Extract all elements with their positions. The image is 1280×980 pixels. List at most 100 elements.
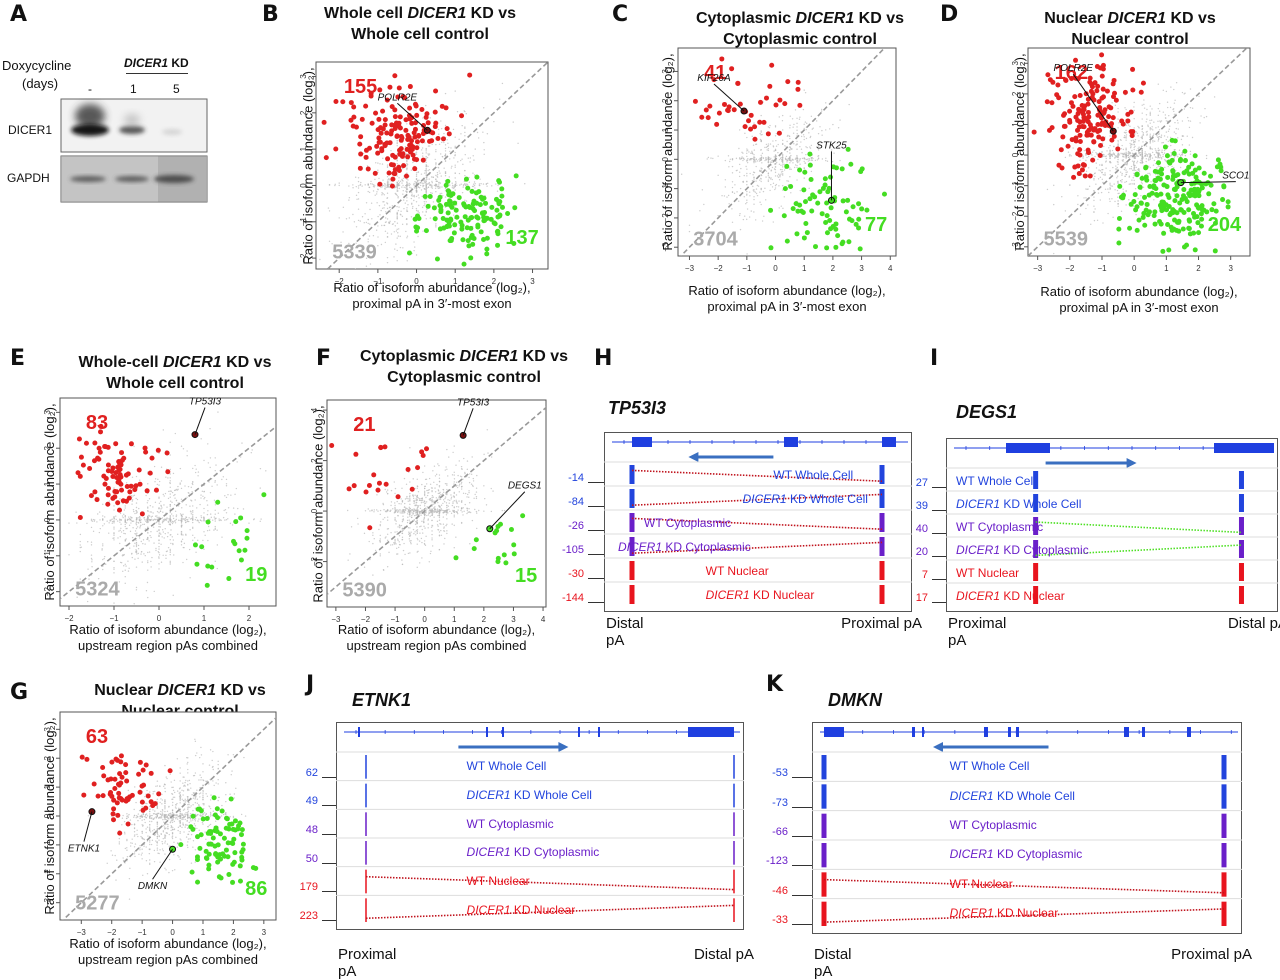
ns-point xyxy=(364,222,365,223)
down-point xyxy=(205,564,210,569)
ns-point xyxy=(469,482,470,483)
ns-point xyxy=(196,468,197,469)
ns-point xyxy=(760,171,761,172)
ns-point xyxy=(749,216,750,217)
title-line2: Cytoplasmic control xyxy=(723,31,877,48)
ns-point xyxy=(440,120,441,121)
ns-point xyxy=(125,518,126,519)
up-point xyxy=(1139,90,1144,95)
ns-point xyxy=(756,188,757,189)
up-point xyxy=(1088,174,1093,179)
ns-point xyxy=(743,182,744,183)
ns-point xyxy=(1187,117,1188,118)
ns-point xyxy=(162,555,163,556)
up-point xyxy=(1099,52,1104,57)
ns-point xyxy=(403,199,404,200)
down-count: 19 xyxy=(245,564,267,586)
ns-point xyxy=(1085,188,1086,189)
up-point xyxy=(693,99,698,104)
up-point xyxy=(1102,110,1107,115)
ns-point xyxy=(1096,154,1097,155)
ns-point xyxy=(203,460,204,461)
ns-point xyxy=(1177,137,1178,138)
title-line2: Cytoplasmic control xyxy=(387,369,541,386)
ns-point xyxy=(351,526,352,527)
ns-point xyxy=(142,543,143,544)
ns-point xyxy=(157,517,158,518)
ns-point xyxy=(130,531,131,532)
ns-point xyxy=(438,465,439,466)
ns-point xyxy=(113,539,114,540)
ns-point xyxy=(155,550,156,551)
ns-point xyxy=(766,147,767,148)
up-point xyxy=(419,107,424,112)
ns-point xyxy=(381,194,382,195)
ns-point xyxy=(192,522,193,523)
ns-point xyxy=(497,185,498,186)
ns-point xyxy=(435,151,436,152)
ns-point xyxy=(185,516,186,517)
ns-point xyxy=(1150,146,1151,147)
ns-point xyxy=(818,157,819,158)
down-point xyxy=(447,198,452,203)
ns-point xyxy=(397,213,398,214)
ns-point xyxy=(426,166,427,167)
ns-point xyxy=(398,206,399,207)
ns-point xyxy=(449,158,450,159)
ns-point xyxy=(1114,201,1115,202)
ns-point xyxy=(446,449,447,450)
up-point xyxy=(106,463,111,468)
down-point xyxy=(840,240,845,245)
ns-point xyxy=(768,181,769,182)
ns-point xyxy=(769,190,770,191)
ns-point xyxy=(1132,170,1133,171)
up-point xyxy=(388,132,393,137)
ns-point xyxy=(265,470,266,471)
up-point xyxy=(76,470,81,475)
ns-point xyxy=(1166,91,1167,92)
ns-point xyxy=(124,554,125,555)
up-point xyxy=(373,111,378,116)
ns-point xyxy=(454,500,455,501)
ns-point xyxy=(186,497,187,498)
down-point xyxy=(1140,176,1145,181)
panel-letter-f: F xyxy=(316,346,331,371)
ns-point xyxy=(208,462,209,463)
down-point xyxy=(1152,213,1157,218)
ns-count: 5339 xyxy=(332,242,377,264)
ns-point xyxy=(1174,131,1175,132)
ns-point xyxy=(1174,114,1175,115)
ns-point xyxy=(479,178,480,179)
ns-point xyxy=(416,174,417,175)
up-point xyxy=(1075,128,1080,133)
up-point xyxy=(1125,112,1130,117)
ns-point xyxy=(1079,160,1080,161)
ns-point xyxy=(377,245,378,246)
ns-point xyxy=(436,176,437,177)
ns-point xyxy=(122,571,123,572)
ns-point xyxy=(780,169,781,170)
ns-point xyxy=(417,567,418,568)
ns-point xyxy=(374,509,375,510)
ns-point xyxy=(417,543,418,544)
ns-point xyxy=(170,454,171,455)
ns-point xyxy=(1161,158,1162,159)
up-point xyxy=(722,102,727,107)
down-point xyxy=(797,168,802,173)
ns-point xyxy=(129,525,130,526)
ns-point xyxy=(441,142,442,143)
ns-point xyxy=(1130,144,1131,145)
ns-point xyxy=(120,519,121,520)
down-point xyxy=(794,231,799,236)
ns-point xyxy=(1143,187,1144,188)
ns-point xyxy=(1137,133,1138,134)
ns-point xyxy=(1136,150,1137,151)
up-point xyxy=(409,142,414,147)
ns-point xyxy=(147,510,148,511)
ns-point xyxy=(1098,178,1099,179)
ns-point xyxy=(432,545,433,546)
down-point xyxy=(1158,192,1163,197)
ns-point xyxy=(728,166,729,167)
down-point xyxy=(261,492,266,497)
ns-point xyxy=(739,172,740,173)
